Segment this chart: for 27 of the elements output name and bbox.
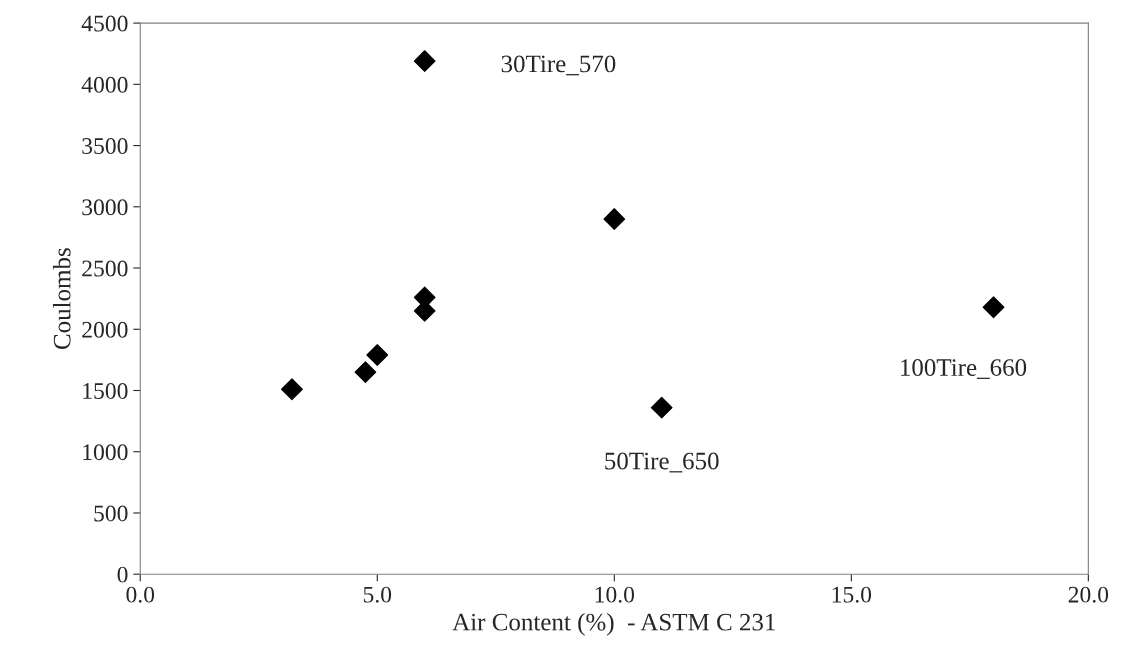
y-axis-title: Coulombs <box>52 248 71 350</box>
x-tick-label: 20.0 <box>1068 586 1109 603</box>
y-tick-label: 4000 <box>81 76 128 93</box>
x-tick-label: 15.0 <box>832 586 872 603</box>
point <box>413 50 436 72</box>
y-tick-label: 2500 <box>82 260 128 277</box>
point <box>982 296 1005 319</box>
point <box>366 344 389 366</box>
y-tick-label: 1500 <box>83 382 128 399</box>
y-tick-label: 500 <box>94 505 128 522</box>
annotation: 100Tire_660 <box>901 359 1027 379</box>
y-tick-label: 1000 <box>83 444 128 461</box>
point <box>354 361 377 384</box>
y-tick-label: 3000 <box>82 199 128 216</box>
y-tick-label: 0 <box>117 566 128 583</box>
point <box>603 208 626 230</box>
point <box>281 378 303 401</box>
annotation: 30Tire_570 <box>501 55 616 76</box>
y-tick-label: 3500 <box>82 138 128 154</box>
annotation: 50Tire_650 <box>605 452 719 473</box>
x-tick-label: 5.0 <box>363 586 392 603</box>
x-axis-title: Air Content (%) - ASTM C 231 <box>452 612 775 636</box>
point <box>650 396 673 419</box>
y-tick-label: 4500 <box>81 15 128 32</box>
x-tick-label: 0.0 <box>126 586 155 603</box>
x-tick-label: 10.0 <box>595 586 635 603</box>
y-tick-label: 2000 <box>82 321 128 338</box>
